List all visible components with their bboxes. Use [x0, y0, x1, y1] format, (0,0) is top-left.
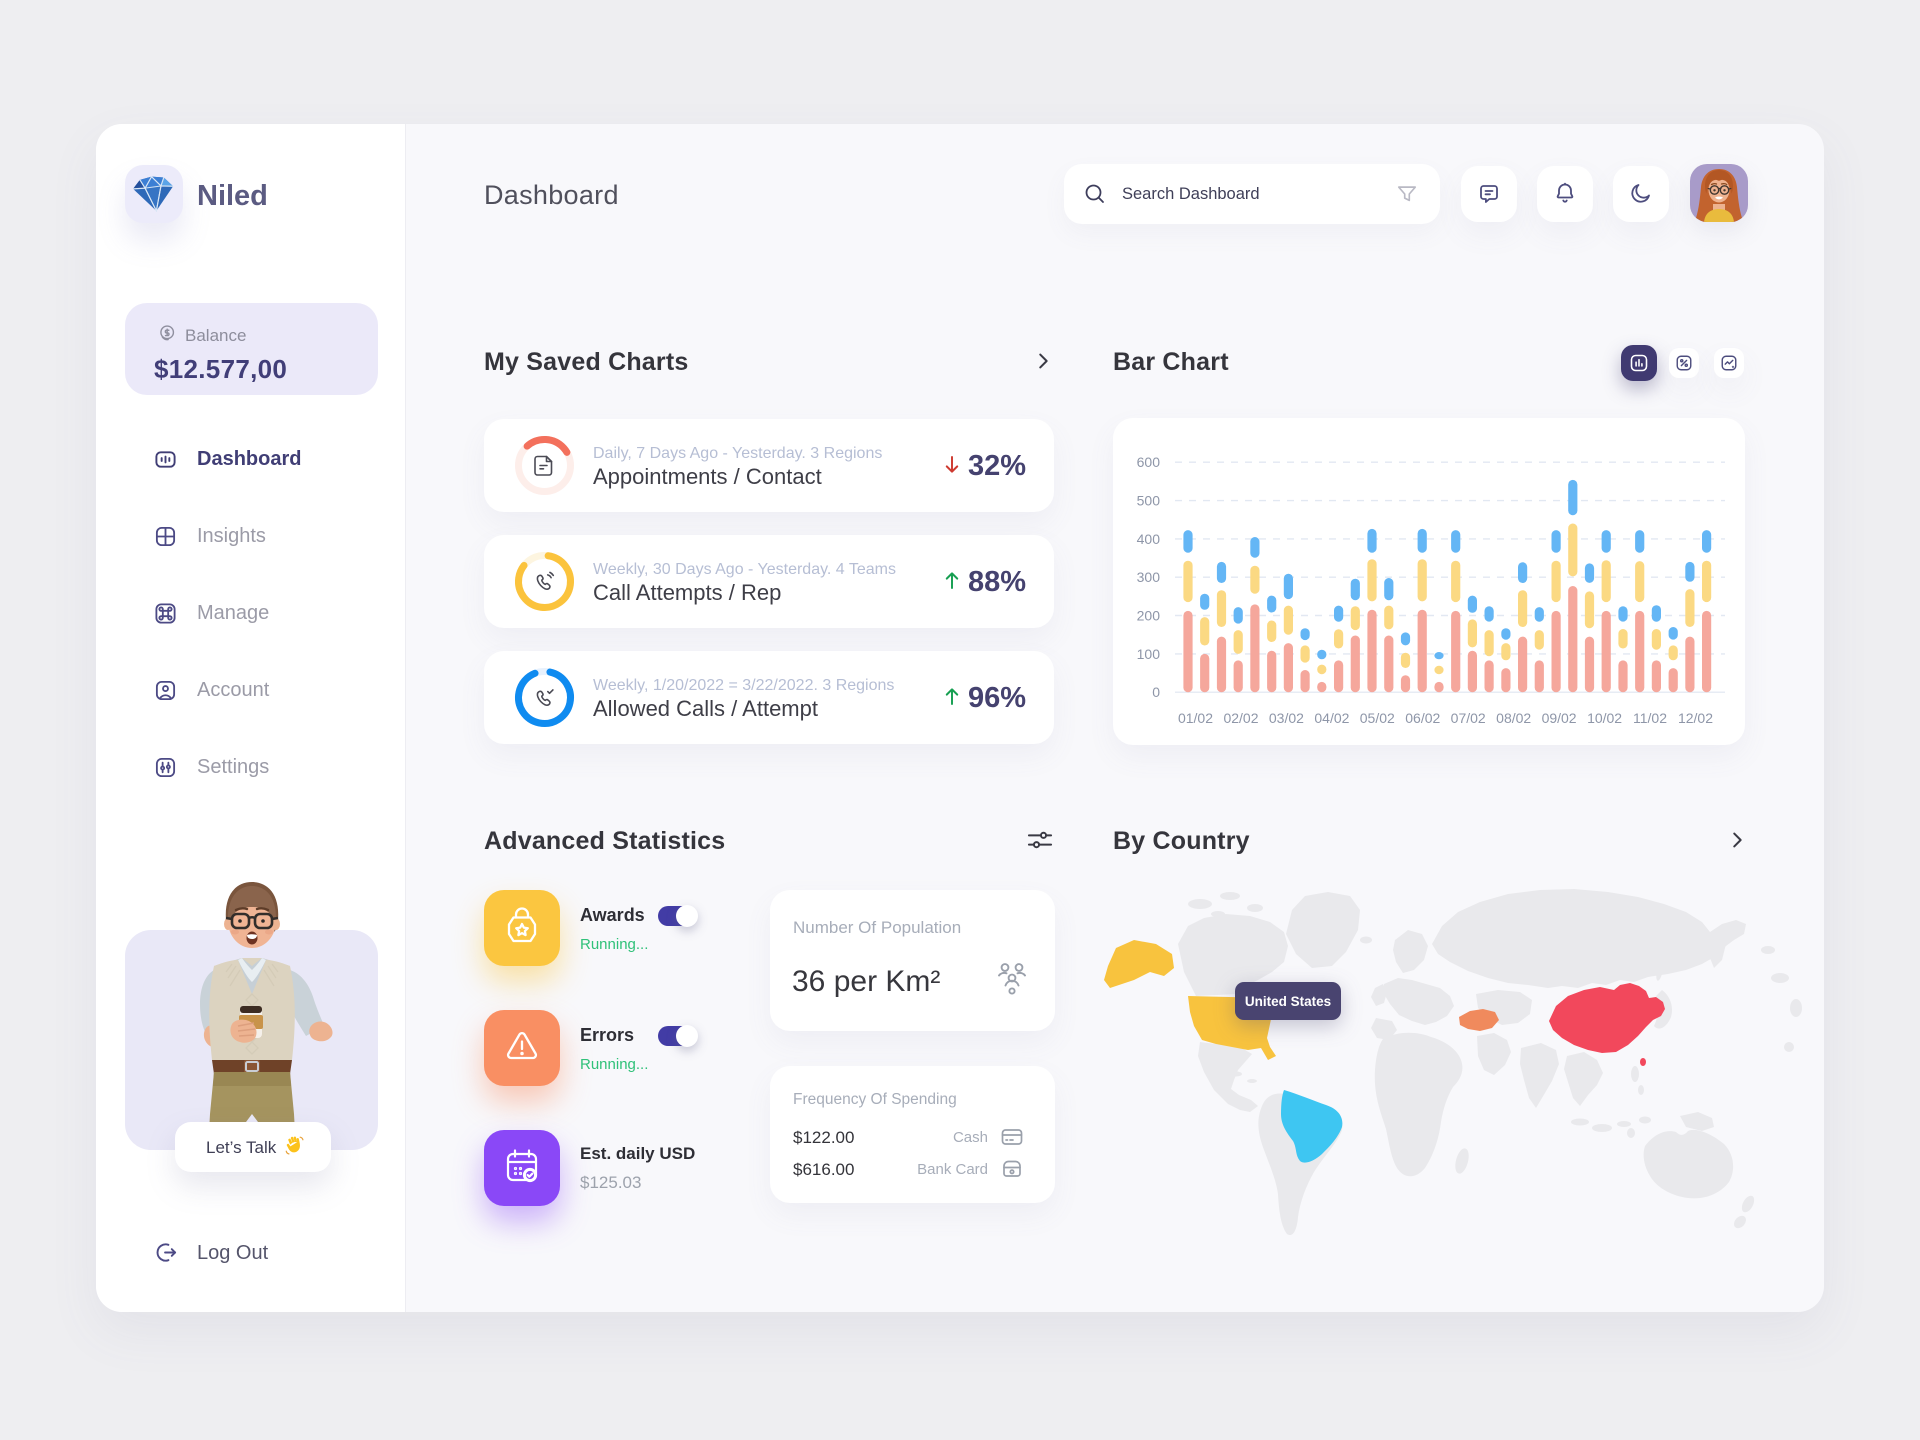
svg-text:400: 400 — [1137, 531, 1161, 547]
svg-text:03/02: 03/02 — [1269, 710, 1304, 726]
svg-text:09/02: 09/02 — [1542, 710, 1577, 726]
svg-text:200: 200 — [1137, 608, 1161, 624]
svg-text:02/02: 02/02 — [1223, 710, 1258, 726]
svg-text:06/02: 06/02 — [1405, 710, 1440, 726]
svg-text:05/02: 05/02 — [1360, 710, 1395, 726]
svg-text:United States: United States — [1245, 994, 1331, 1009]
svg-text:100: 100 — [1137, 646, 1161, 662]
svg-text:07/02: 07/02 — [1451, 710, 1486, 726]
svg-text:300: 300 — [1137, 569, 1161, 585]
svg-text:08/02: 08/02 — [1496, 710, 1531, 726]
svg-text:01/02: 01/02 — [1178, 710, 1213, 726]
svg-text:10/02: 10/02 — [1587, 710, 1622, 726]
svg-text:0: 0 — [1152, 684, 1160, 700]
svg-text:04/02: 04/02 — [1314, 710, 1349, 726]
svg-text:12/02: 12/02 — [1678, 710, 1713, 726]
svg-text:11/02: 11/02 — [1633, 710, 1667, 726]
svg-text:600: 600 — [1137, 454, 1161, 470]
svg-text:500: 500 — [1137, 493, 1161, 509]
